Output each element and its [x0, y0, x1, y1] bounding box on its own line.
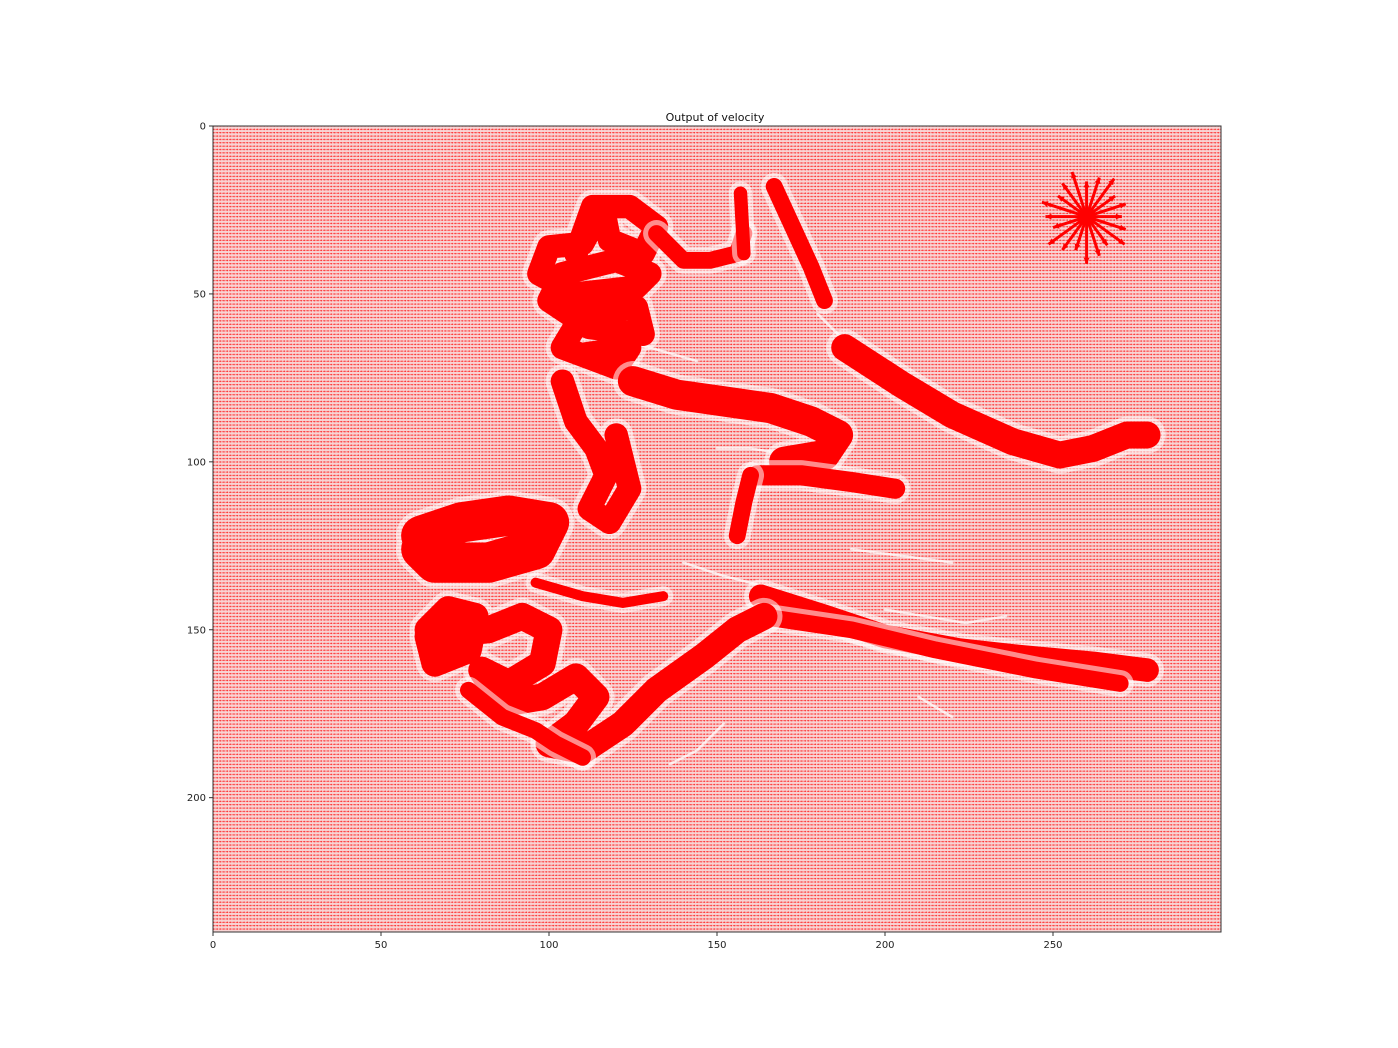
velocity-star-burst — [1041, 171, 1127, 264]
y-tick-label: 200 — [187, 793, 206, 804]
velocity-marks — [396, 171, 1166, 771]
star-ray-head — [1058, 195, 1065, 202]
velocity-stroke-lower-loops-2 — [460, 681, 591, 766]
star-ray-head — [1083, 257, 1090, 264]
star-ray-head — [1101, 238, 1108, 246]
chart-title: Output of velocity — [666, 111, 765, 124]
star-ray-head — [1048, 238, 1056, 245]
y-tick-label: 0 — [200, 122, 206, 133]
x-tick-label: 50 — [375, 940, 388, 951]
velocity-stroke-right-long-curve — [831, 334, 1161, 469]
star-center — [1077, 207, 1096, 226]
star-ray-head — [1115, 213, 1122, 220]
x-tick-label: 150 — [707, 940, 726, 951]
star-ray-head — [1094, 177, 1101, 185]
plot-area — [212, 125, 1222, 933]
x-tick-label: 250 — [1043, 940, 1062, 951]
star-ray-head — [1062, 183, 1069, 190]
faint-streak — [917, 695, 954, 719]
x-tick-label: 0 — [210, 940, 216, 951]
velocity-stroke-upper-loops — [527, 194, 669, 380]
velocity-stroke-lower-loops — [414, 596, 778, 765]
faint-streak — [883, 608, 1008, 625]
star-ray-head — [1071, 171, 1077, 179]
velocity-stroke-vertical-strokes-2 — [765, 178, 833, 309]
star-ray-head — [1118, 238, 1125, 245]
velocity-stroke-vertical-strokes — [733, 186, 751, 261]
faint-streak — [668, 722, 725, 766]
velocity-stroke-center-spike-2 — [728, 466, 759, 545]
velocity-stroke-center-spike — [747, 465, 906, 499]
y-tick-label: 150 — [187, 625, 206, 636]
star-ray-head — [1062, 243, 1069, 250]
star-ray-head — [1083, 181, 1090, 188]
velocity-stroke-lower-long-2 — [752, 607, 1129, 692]
star-ray-head — [1053, 222, 1060, 229]
star-ray-head — [1119, 202, 1126, 209]
star-ray-head — [1074, 243, 1081, 251]
y-tick-label: 50 — [193, 289, 206, 300]
y-tick-label: 100 — [187, 457, 206, 468]
star-ray-head — [1045, 213, 1052, 220]
velocity-stroke-middle-band — [617, 366, 854, 477]
x-axis: 0 50 100 150 200 250 — [210, 932, 1063, 951]
x-tick-label: 200 — [875, 940, 894, 951]
x-tick-label: 100 — [539, 940, 558, 951]
faint-streak — [850, 547, 954, 564]
star-ray-head — [1108, 195, 1116, 202]
star-ray-head — [1119, 224, 1126, 231]
star-ray-head — [1094, 249, 1101, 256]
velocity-stroke-left-blob — [401, 495, 570, 583]
star-ray-head — [1108, 178, 1115, 186]
y-axis: 0 50 100 150 200 — [187, 122, 213, 804]
star-ray-head — [1041, 201, 1049, 207]
velocity-stroke-center-vertical — [550, 369, 642, 535]
velocity-stroke-lower-thin — [530, 577, 669, 608]
